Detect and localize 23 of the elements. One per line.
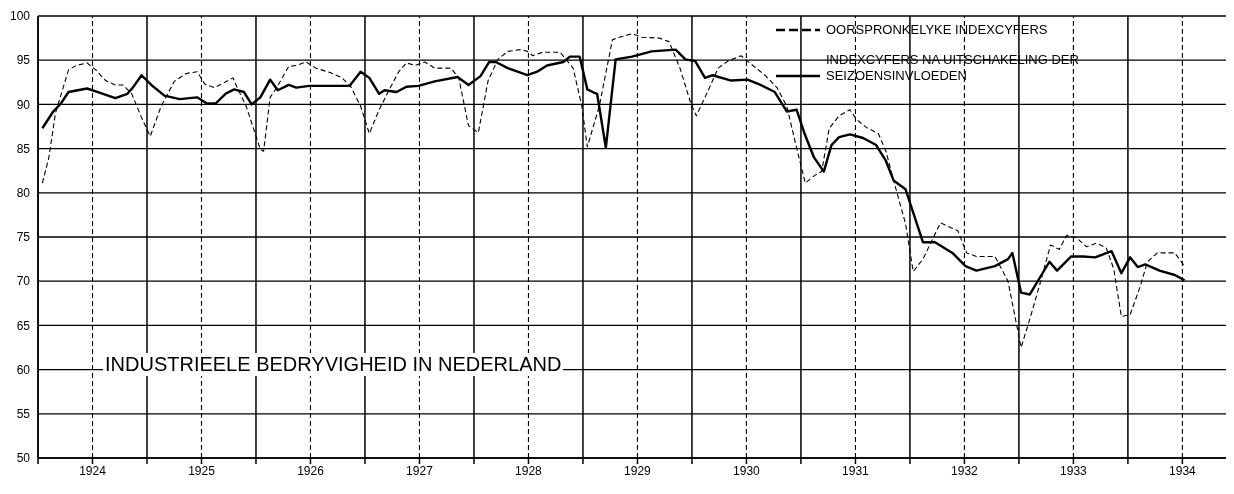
y-tick-label: 100 — [9, 9, 31, 24]
x-tick-label: 1928 — [515, 463, 543, 478]
x-tick-label: 1929 — [624, 463, 652, 478]
y-tick-label: 50 — [16, 451, 31, 466]
y-tick-label: 90 — [16, 97, 31, 112]
y-tick-label: 85 — [16, 141, 31, 156]
y-tick-label: 70 — [16, 274, 31, 289]
y-tick-label: 95 — [16, 53, 31, 68]
x-tick-label: 1931 — [842, 463, 870, 478]
x-tick-label: 1934 — [1169, 463, 1197, 478]
x-tick-label: 1926 — [297, 463, 325, 478]
y-tick-label: 75 — [16, 230, 31, 245]
x-tick-label: 1930 — [733, 463, 761, 478]
text: INDUSTRIEELE BEDRYVIGHEID IN NEDERLAND — [103, 353, 564, 376]
y-tick-label: 60 — [16, 362, 31, 377]
x-tick-label: 1933 — [1060, 463, 1088, 478]
y-tick-label: 65 — [16, 318, 31, 333]
x-tick-label: 1925 — [188, 463, 216, 478]
x-tick-label: 1924 — [79, 463, 107, 478]
y-tick-label: 55 — [16, 407, 31, 422]
y-tick-label: 80 — [16, 186, 31, 201]
x-tick-label: 1927 — [406, 463, 434, 478]
x-tick-label: 1932 — [951, 463, 979, 478]
